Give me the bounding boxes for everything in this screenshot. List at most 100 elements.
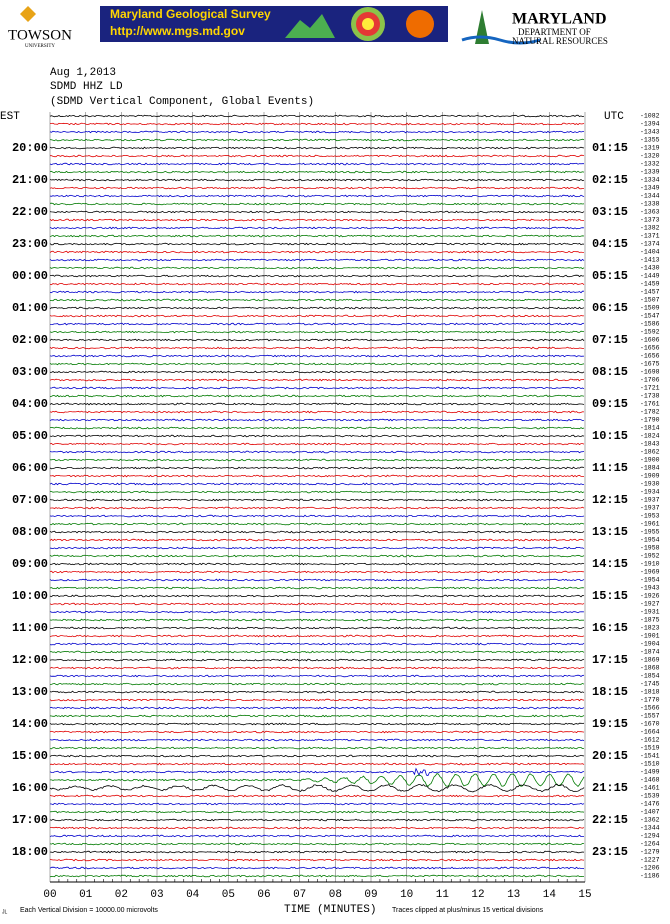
- banner-circle: [406, 10, 434, 38]
- minute-label: 06: [257, 889, 270, 901]
- trace: [49, 226, 585, 230]
- trace: [49, 386, 585, 390]
- trace-offset: -1926: [640, 593, 660, 600]
- trace: [50, 154, 585, 158]
- trace-offset: -1954: [640, 577, 660, 584]
- est-hour-label: 20:00: [12, 141, 48, 155]
- trace-offset: -1824: [640, 433, 660, 440]
- trace-offset: -1958: [640, 545, 660, 552]
- est-hour-label: 11:00: [12, 621, 48, 635]
- utc-hour-label: 04:15: [592, 237, 628, 251]
- trace-offset: -1507: [640, 297, 660, 304]
- banner-circle: [362, 18, 374, 30]
- trace: [49, 426, 585, 430]
- est-hour-label: 13:00: [12, 685, 48, 699]
- trace-offset: -1586: [640, 321, 660, 328]
- trace-offset: -1664: [640, 729, 660, 736]
- trace-offset: -1843: [640, 441, 660, 448]
- minute-label: 07: [293, 889, 306, 901]
- trace-offset: -1499: [640, 769, 660, 776]
- trace-offset: -1566: [640, 705, 660, 712]
- est-hour-label: 02:00: [12, 333, 48, 347]
- utc-hour-label: 01:15: [592, 141, 628, 155]
- trace: [49, 522, 585, 526]
- trace-offset: -1954: [640, 537, 660, 544]
- trace: [49, 330, 585, 334]
- trace: [49, 722, 585, 726]
- minute-label: 14: [543, 889, 557, 901]
- trace-offset: -1745: [640, 681, 660, 688]
- trace-offset: -1937: [640, 497, 660, 504]
- utc-hour-label: 07:15: [592, 333, 628, 347]
- trace: [49, 290, 584, 294]
- trace-offset: -1910: [640, 561, 660, 568]
- trace-offset: -1343: [640, 129, 660, 136]
- trace: [49, 674, 585, 678]
- trace-offset: -1371: [640, 233, 660, 240]
- trace: [49, 362, 585, 366]
- trace-offset: -1349: [640, 185, 660, 192]
- est-hour-label: 17:00: [12, 813, 48, 827]
- trace: [49, 666, 585, 670]
- trace-offset: -1407: [640, 809, 660, 816]
- trace: [49, 626, 585, 630]
- est-hour-label: 18:00: [12, 845, 48, 859]
- trace-offset: -1334: [640, 177, 660, 184]
- trace: [49, 402, 585, 406]
- trace-offset: -1413: [640, 257, 660, 264]
- trace: [49, 650, 585, 654]
- trace-offset: -1943: [640, 585, 660, 592]
- trace: [50, 826, 585, 830]
- utc-hour-label: 17:15: [592, 653, 628, 667]
- trace-offset: -1818: [640, 689, 660, 696]
- est-hour-label: 15:00: [12, 749, 48, 763]
- trace: [49, 298, 585, 302]
- trace-offset: -1457: [640, 289, 660, 296]
- utc-hour-label: 20:15: [592, 749, 628, 763]
- trace-offset: -1953: [640, 513, 660, 520]
- x-axis-label: TIME (MINUTES): [284, 904, 376, 916]
- minute-label: 12: [471, 889, 484, 901]
- university-sub: UNIVERSITY: [25, 44, 55, 49]
- minute-label: 10: [400, 889, 413, 901]
- trace: [49, 783, 585, 793]
- trace: [49, 767, 585, 777]
- est-hour-label: 01:00: [12, 301, 48, 315]
- trace: [49, 618, 585, 622]
- trace-offset: -1338: [640, 201, 660, 208]
- est-hour-label: 08:00: [12, 525, 48, 539]
- trace-offset: -1459: [640, 281, 660, 288]
- trace: [49, 378, 585, 382]
- trace: [49, 530, 585, 534]
- trace-offset: -1227: [640, 857, 660, 864]
- utc-hour-label: 16:15: [592, 621, 628, 635]
- trace: [49, 450, 585, 454]
- trace: [49, 186, 585, 190]
- trace-offset: -1186: [640, 873, 660, 880]
- trace: [49, 250, 585, 254]
- trace-offset: -1738: [640, 393, 660, 400]
- utc-hour-label: 22:15: [592, 813, 628, 827]
- trace: [49, 202, 585, 206]
- trace-offset: -1519: [640, 745, 660, 752]
- trace-offset: -1332: [640, 161, 660, 168]
- trace: [49, 138, 585, 142]
- trace-offset: -1264: [640, 841, 660, 848]
- trace: [49, 834, 585, 838]
- trace-offset: -1931: [640, 609, 660, 616]
- trace: [49, 170, 585, 174]
- trace: [49, 338, 585, 342]
- trace: [49, 274, 585, 278]
- minute-label: 09: [364, 889, 377, 901]
- utc-hour-label: 12:15: [592, 493, 628, 507]
- trace: [49, 514, 585, 518]
- trace: [49, 490, 585, 494]
- trace-offset: -1320: [640, 153, 660, 160]
- trace: [49, 794, 585, 798]
- trace: [49, 282, 585, 286]
- trace-offset: -1468: [640, 777, 660, 784]
- trace-offset: -1592: [640, 329, 660, 336]
- trace: [49, 738, 585, 742]
- dnr-title: MARYLAND: [512, 11, 607, 28]
- minute-label: 11: [436, 889, 450, 901]
